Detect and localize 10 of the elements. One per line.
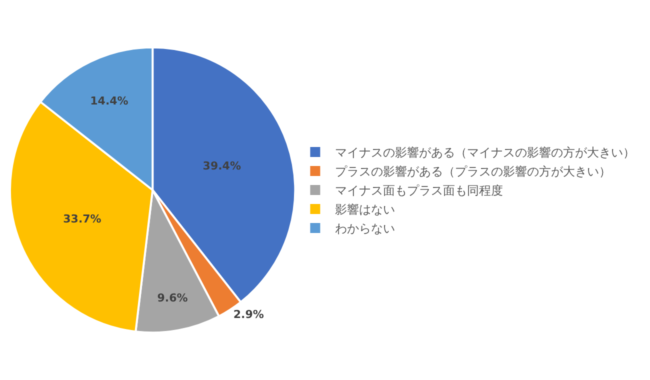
data-label: 39.4% — [202, 160, 241, 173]
data-label: 33.7% — [63, 212, 102, 226]
data-label: 9.6% — [157, 292, 188, 305]
data-label: 14.4% — [90, 94, 128, 108]
legend-label: マイナス面もプラス面も同程度 — [335, 184, 504, 198]
legend-label: 影響はない — [335, 202, 396, 217]
data-label: 2.9% — [233, 308, 264, 321]
legend-label: マイナスの影響がある（マイナスの影響の方が大きい） — [335, 146, 636, 160]
legend-label: わからない — [335, 222, 396, 236]
legend-label: プラスの影響がある（プラスの影響の方が大きい） — [335, 164, 612, 179]
